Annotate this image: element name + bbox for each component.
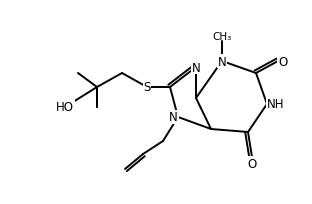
Text: N: N bbox=[218, 55, 227, 68]
Text: CH₃: CH₃ bbox=[212, 32, 232, 42]
Text: N: N bbox=[192, 61, 200, 74]
Text: NH: NH bbox=[267, 98, 285, 111]
Text: N: N bbox=[169, 111, 178, 124]
Text: HO: HO bbox=[56, 101, 74, 114]
Text: O: O bbox=[278, 55, 287, 68]
Text: S: S bbox=[143, 81, 151, 94]
Text: O: O bbox=[247, 157, 257, 170]
